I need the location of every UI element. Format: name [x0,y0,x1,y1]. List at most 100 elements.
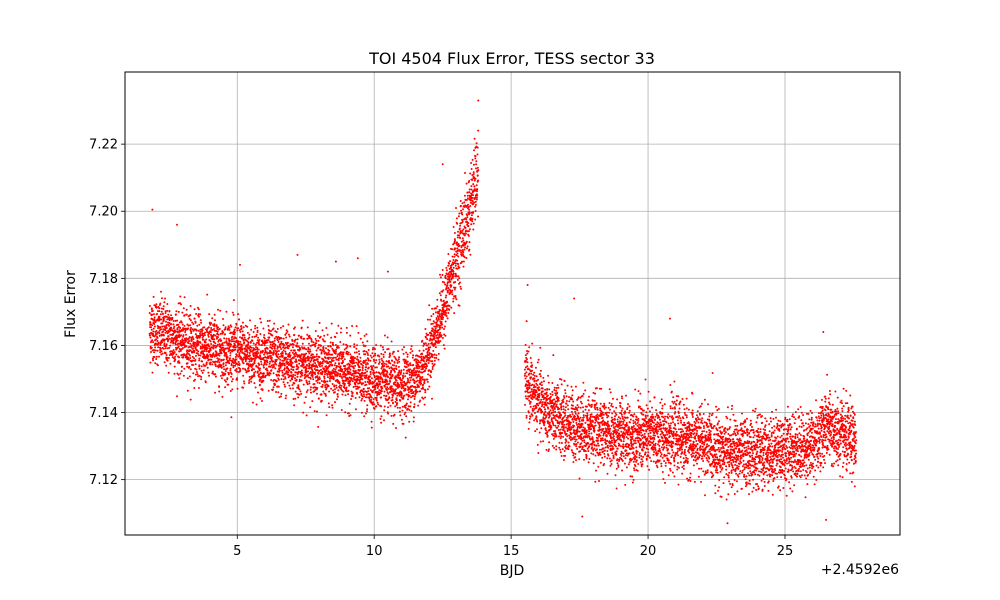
data-point [571,394,574,397]
data-point [401,405,404,408]
data-point [271,340,274,343]
data-point [258,363,261,366]
data-point [572,400,575,403]
data-point [536,384,539,387]
data-point [403,362,406,365]
data-point [298,388,301,391]
data-point [203,334,206,337]
data-point [525,320,528,323]
data-point [225,340,228,343]
data-point [293,333,296,336]
data-point [335,384,338,387]
data-point [354,369,357,372]
data-point [372,398,375,401]
data-point [289,361,292,364]
data-point [258,343,261,346]
data-point [294,390,297,393]
data-point [437,352,440,355]
data-point [433,356,436,359]
data-point [472,173,475,175]
data-point [440,334,443,337]
data-point [413,382,416,385]
data-point [576,441,579,444]
data-point [426,380,429,383]
data-point [355,372,357,375]
data-point [535,375,538,378]
data-point [254,327,257,330]
data-point [562,398,565,401]
data-point [551,382,554,384]
data-point [324,373,326,376]
data-point [445,294,448,297]
data-point [181,347,184,350]
data-point [232,340,235,343]
data-point [279,358,282,361]
data-point [471,179,474,181]
data-point [557,429,560,431]
data-point [570,385,573,388]
data-point [250,328,253,331]
data-point [524,403,526,406]
data-point [401,348,404,351]
data-point [188,336,191,338]
data-point [427,333,430,336]
data-point [400,392,403,395]
data-point [210,322,213,325]
data-point [570,410,573,413]
data-point [267,356,270,359]
data-point [387,387,390,390]
data-point [217,339,220,342]
data-point [409,368,412,371]
data-point [307,376,310,379]
data-point [464,232,467,235]
data-point [528,421,531,424]
data-point [222,318,224,320]
data-point [475,142,478,145]
data-point [455,254,458,257]
data-point [224,328,227,331]
data-point [564,426,567,429]
data-point [452,266,455,269]
data-point [398,369,401,372]
data-point [374,354,376,357]
data-point [387,406,389,409]
data-point [219,374,222,377]
data-point [293,404,296,407]
data-point [201,371,204,374]
data-point [370,377,373,380]
data-point [169,329,172,332]
data-point [217,333,220,336]
data-point [235,337,237,340]
data-point [229,352,232,354]
data-point [150,351,152,353]
data-point [446,307,448,310]
data-point [189,398,192,401]
data-point [316,392,318,395]
data-point [238,318,241,321]
data-point [389,354,392,357]
data-point [314,345,317,348]
data-point [286,381,289,384]
data-point [286,341,289,344]
data-point [150,326,153,329]
data-point [388,359,390,362]
data-point [218,354,221,357]
data-point [431,322,434,325]
data-point [189,342,192,345]
data-point [383,334,386,337]
data-point [416,390,419,393]
data-point [230,343,233,346]
data-point [176,319,179,322]
data-point [318,382,321,385]
data-point [282,375,285,377]
data-point [167,338,170,341]
data-point [527,379,530,382]
data-point [560,435,563,438]
data-point [230,373,233,375]
data-point [158,332,161,335]
data-point [279,346,282,349]
data-point [571,413,574,416]
data-point [288,335,291,338]
data-point [399,381,402,384]
data-point [555,435,558,438]
